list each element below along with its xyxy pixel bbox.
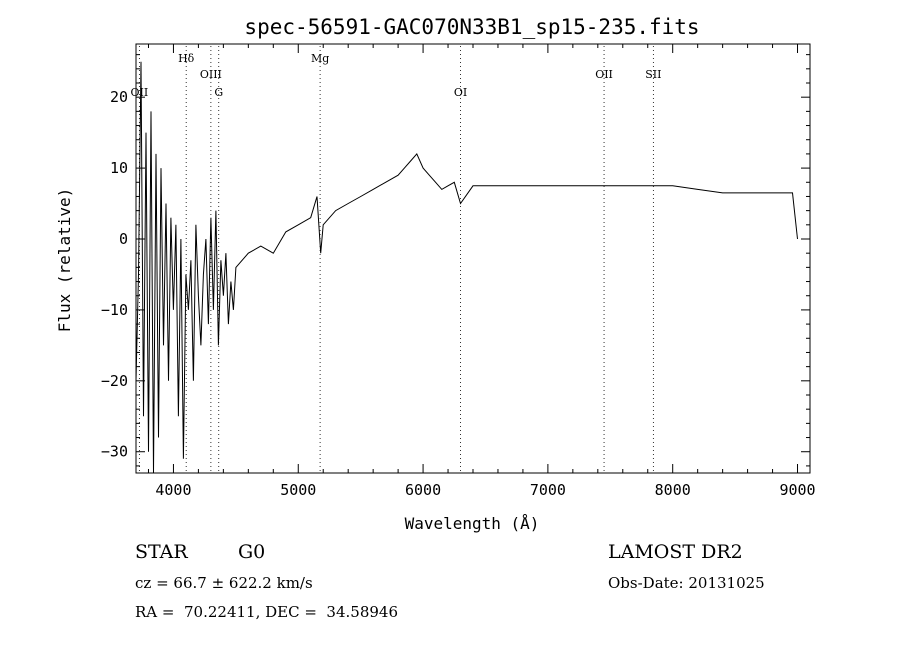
line-marker-label: OI [454, 86, 467, 99]
y-tick-label: 20 [110, 88, 128, 106]
object-type: STAR [135, 541, 188, 563]
line-marker-label: OIII [200, 68, 222, 81]
object-subclass: G0 [238, 541, 266, 563]
line-marker-label: SII [645, 68, 661, 81]
x-tick-label: 6000 [405, 481, 441, 499]
survey-label: LAMOST DR2 [608, 541, 743, 563]
x-tick-label: 9000 [779, 481, 815, 499]
obs-date: Obs-Date: 20131025 [608, 574, 765, 592]
y-tick-label: −20 [101, 372, 128, 390]
x-tick-label: 4000 [155, 481, 191, 499]
y-tick-label: −10 [101, 301, 128, 319]
x-tick-label: 5000 [280, 481, 316, 499]
line-marker-label: Mg [311, 52, 329, 65]
line-marker-label: Hδ [178, 52, 195, 65]
spectrum-line [135, 61, 798, 474]
x-axis-label: Wavelength (Å) [405, 514, 540, 533]
line-marker-label: G [214, 86, 223, 99]
y-tick-label: −30 [101, 443, 128, 461]
plot-frame [135, 43, 811, 474]
redshift-text: cz = 66.7 ± 622.2 km/s [135, 574, 313, 592]
line-marker-label: OII [595, 68, 613, 81]
line-marker-label: OII [131, 86, 149, 99]
x-tick-label: 8000 [655, 481, 691, 499]
y-tick-label: 10 [110, 159, 128, 177]
x-tick-label: 7000 [530, 481, 566, 499]
y-axis-label: Flux (relative) [55, 188, 74, 333]
chart-title: spec-56591-GAC070N33B1_sp15-235.fits [244, 15, 699, 39]
coords-text: RA = 70.22411, DEC = 34.58946 [135, 603, 399, 621]
y-tick-label: 0 [119, 230, 128, 248]
